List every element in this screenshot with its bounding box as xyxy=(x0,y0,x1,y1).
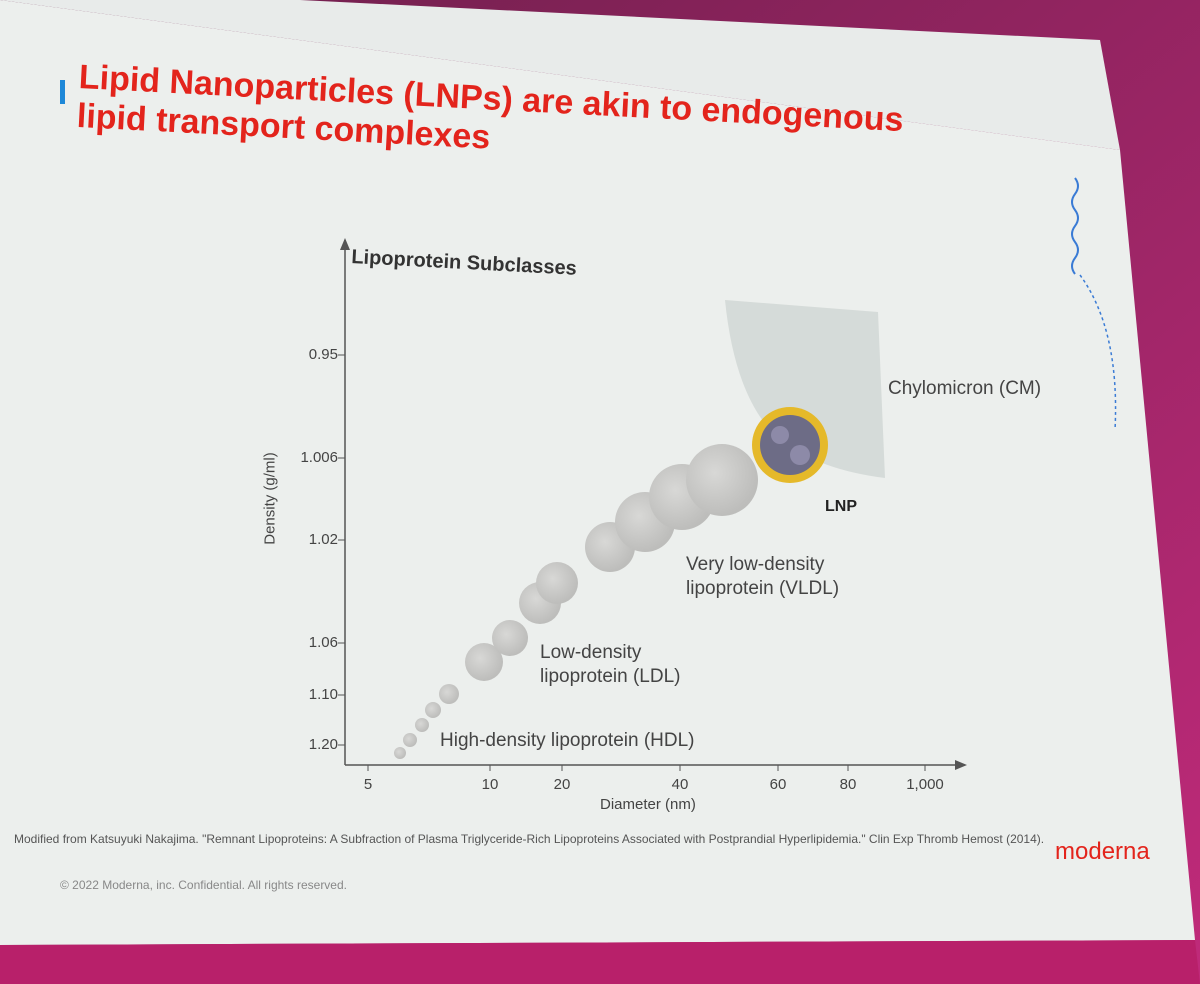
x-tick-label: 80 xyxy=(839,776,857,793)
y-tick-label: 0.95 xyxy=(308,346,338,363)
x-tick-label: 60 xyxy=(769,776,787,793)
x-tick-label: 20 xyxy=(553,776,571,793)
x-tick-label: 40 xyxy=(671,776,689,793)
x-tick-label: 10 xyxy=(481,776,499,793)
label-ldl: Low-density lipoprotein (LDL) xyxy=(540,642,681,687)
lnp-rna xyxy=(790,445,810,465)
y-tick-label: 1.006 xyxy=(300,449,338,466)
lnp-core xyxy=(760,415,820,475)
slide-top xyxy=(0,0,1120,150)
y-arrow xyxy=(340,238,350,250)
citation: Modified from Katsuyuki Nakajima. "Remna… xyxy=(14,832,1045,846)
x-axis-label: Diameter (nm) xyxy=(600,796,696,813)
label-lnp: LNP xyxy=(825,498,857,515)
label-vldl: Very low-density lipoprotein (VLDL) xyxy=(686,554,840,599)
logo: moderna xyxy=(1055,838,1150,865)
x-tick-label: 5 xyxy=(363,776,373,793)
y-tick-label: 1.06 xyxy=(308,634,338,651)
stage xyxy=(0,940,1200,984)
decoration xyxy=(1071,177,1079,275)
label-cm: Chylomicron (CM) xyxy=(888,378,1042,399)
x-tick-label: 1,000 xyxy=(906,776,944,793)
decoration-dots xyxy=(1079,274,1117,431)
y-tick-label: 1.10 xyxy=(308,686,338,703)
x-arrow xyxy=(955,760,967,770)
label-hdl: High-density lipoprotein (HDL) xyxy=(440,730,695,751)
particles xyxy=(394,444,758,759)
lnp-rna xyxy=(771,426,789,444)
chylomicron-shape xyxy=(725,300,885,478)
y-tick-label: 1.02 xyxy=(308,531,338,548)
slide xyxy=(0,0,1195,945)
title-accent xyxy=(60,80,65,104)
y-tick-label: 1.20 xyxy=(308,736,338,753)
copyright: © 2022 Moderna, inc. Confidential. All r… xyxy=(60,878,347,892)
